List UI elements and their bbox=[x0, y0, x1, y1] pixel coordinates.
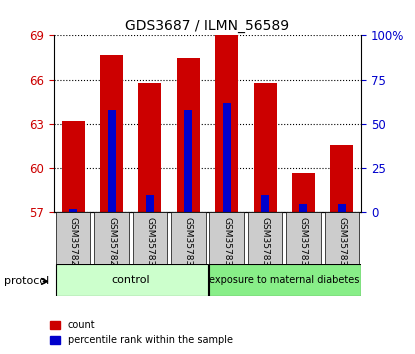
Bar bbox=[62, 121, 85, 212]
Bar bbox=[139, 82, 161, 212]
Text: GSM357834: GSM357834 bbox=[299, 217, 308, 272]
Bar bbox=[300, 204, 308, 212]
Title: GDS3687 / ILMN_56589: GDS3687 / ILMN_56589 bbox=[125, 19, 290, 33]
Bar bbox=[146, 195, 154, 212]
Text: GSM357830: GSM357830 bbox=[145, 217, 154, 272]
Bar bbox=[292, 172, 315, 212]
Bar bbox=[107, 110, 115, 212]
Bar bbox=[56, 264, 208, 296]
Bar bbox=[210, 264, 361, 296]
Bar bbox=[177, 57, 200, 212]
Text: protocol: protocol bbox=[4, 276, 49, 286]
Legend: count, percentile rank within the sample: count, percentile rank within the sample bbox=[46, 316, 237, 349]
Bar bbox=[184, 110, 192, 212]
Bar bbox=[215, 35, 238, 212]
Bar bbox=[325, 212, 359, 264]
Bar bbox=[261, 195, 269, 212]
Text: GSM357831: GSM357831 bbox=[184, 217, 193, 272]
Bar bbox=[330, 144, 354, 212]
Bar bbox=[338, 204, 346, 212]
Bar bbox=[69, 209, 77, 212]
Bar bbox=[94, 212, 129, 264]
Text: exposure to maternal diabetes: exposure to maternal diabetes bbox=[209, 275, 359, 285]
Bar bbox=[254, 82, 276, 212]
Bar bbox=[133, 212, 167, 264]
Bar bbox=[248, 212, 282, 264]
Bar bbox=[223, 103, 231, 212]
Bar bbox=[210, 212, 244, 264]
Text: GSM357832: GSM357832 bbox=[222, 217, 231, 272]
Bar bbox=[171, 212, 205, 264]
Text: GSM357833: GSM357833 bbox=[261, 217, 270, 272]
Bar bbox=[56, 212, 90, 264]
Bar bbox=[100, 55, 123, 212]
Text: GSM357835: GSM357835 bbox=[337, 217, 347, 272]
Text: GSM357828: GSM357828 bbox=[68, 217, 78, 272]
Text: control: control bbox=[111, 275, 150, 285]
Bar bbox=[286, 212, 321, 264]
Text: GSM357829: GSM357829 bbox=[107, 217, 116, 272]
